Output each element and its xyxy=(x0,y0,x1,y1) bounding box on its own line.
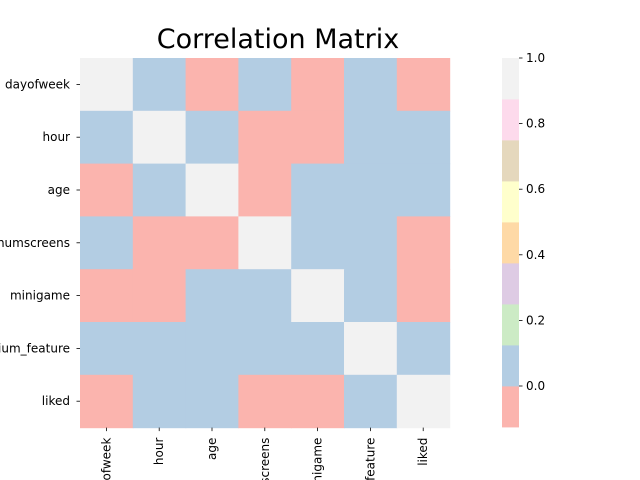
heatmap-cell-5-2 xyxy=(185,322,239,376)
heatmap-cell-1-2 xyxy=(185,110,239,165)
colorbar-segment xyxy=(502,386,519,428)
heatmap-cell-4-2 xyxy=(185,269,239,323)
heatmap-grid xyxy=(80,58,451,429)
heatmap-cell-2-2 xyxy=(185,163,239,217)
heatmap-cell-4-4 xyxy=(291,269,345,323)
heatmap-cell-1-0 xyxy=(80,110,134,165)
heatmap-cell-2-1 xyxy=(132,163,187,217)
colorbar-segment xyxy=(502,222,519,264)
x-axis: dayofweek hour age numscreens minigame used_p… xyxy=(99,427,430,480)
y-tick-label: used_premium_feature xyxy=(0,341,70,355)
heatmap-cell-3-4 xyxy=(291,216,345,270)
y-tick-label: age xyxy=(48,183,70,197)
heatmap-cell-0-0 xyxy=(80,58,134,112)
colorbar-segment xyxy=(502,99,519,141)
heatmap-cell-6-5 xyxy=(344,374,398,429)
y-tick-label: hour xyxy=(43,130,71,144)
heatmap-cell-3-2 xyxy=(185,216,239,270)
colorbar-tick-label: 0.6 xyxy=(526,182,545,196)
heatmap-cell-0-2 xyxy=(185,58,239,112)
x-tick-label: numscreens xyxy=(258,438,272,480)
y-tick-label: numscreens xyxy=(0,236,70,250)
y-tick-label: dayofweek xyxy=(5,77,70,91)
heatmap-cell-0-6 xyxy=(396,58,451,112)
heatmap-cell-5-4 xyxy=(291,322,345,376)
heatmap-cell-5-1 xyxy=(132,322,187,376)
heatmap-cell-6-6 xyxy=(396,374,451,429)
x-tick-label: hour xyxy=(152,438,166,466)
heatmap-cell-6-0 xyxy=(80,374,134,429)
heatmap-cell-3-5 xyxy=(344,216,398,270)
heatmap-cell-1-1 xyxy=(132,110,187,165)
heatmap-cell-6-1 xyxy=(132,374,187,429)
heatmap-cell-1-3 xyxy=(238,110,292,165)
heatmap-cell-0-1 xyxy=(132,58,187,112)
colorbar-tick-label: 0.2 xyxy=(526,313,545,327)
heatmap-cell-1-6 xyxy=(396,110,451,165)
heatmap-cell-2-0 xyxy=(80,163,134,217)
colorbar-segment xyxy=(502,345,519,387)
heatmap-cell-2-3 xyxy=(238,163,292,217)
heatmap-cell-2-5 xyxy=(344,163,398,217)
heatmap-cell-0-3 xyxy=(238,58,292,112)
heatmap-cell-4-1 xyxy=(132,269,187,323)
heatmap-cell-2-4 xyxy=(291,163,345,217)
chart-title: Correlation Matrix xyxy=(157,24,399,55)
heatmap-cell-2-6 xyxy=(396,163,451,217)
heatmap-cell-0-4 xyxy=(291,58,345,112)
heatmap-cell-3-0 xyxy=(80,216,134,270)
y-axis: dayofweek hour age numscreens minigame used_p… xyxy=(0,77,80,408)
heatmap-cell-6-4 xyxy=(291,374,345,429)
heatmap-cell-3-6 xyxy=(396,216,451,270)
colorbar-segment xyxy=(502,304,519,346)
heatmap-cell-3-3 xyxy=(238,216,292,270)
heatmap-cell-4-0 xyxy=(80,269,134,323)
x-tick-label: minigame xyxy=(311,438,325,480)
heatmap-cell-5-3 xyxy=(238,322,292,376)
heatmap-cell-5-0 xyxy=(80,322,134,376)
colorbar-segment xyxy=(502,181,519,223)
colorbar-segment xyxy=(502,140,519,182)
heatmap-cell-4-5 xyxy=(344,269,398,323)
heatmap-cell-5-5 xyxy=(344,322,398,376)
x-tick-label: used_premium_feature xyxy=(363,438,377,480)
colorbar-segment xyxy=(502,263,519,305)
colorbar-tick-label: 1.0 xyxy=(526,51,545,65)
heatmap-cell-4-6 xyxy=(396,269,451,323)
heatmap-cell-1-4 xyxy=(291,110,345,165)
heatmap-cell-1-5 xyxy=(344,110,398,165)
heatmap-cell-6-2 xyxy=(185,374,239,429)
colorbar-tick-label: 0.4 xyxy=(526,248,545,262)
colorbar-tick-label: 0.0 xyxy=(526,379,545,393)
heatmap-cell-0-5 xyxy=(344,58,398,112)
heatmap-cell-5-6 xyxy=(396,322,451,376)
x-tick-label: age xyxy=(205,438,219,460)
heatmap-cell-6-3 xyxy=(238,374,292,429)
colorbar-tick-label: 0.8 xyxy=(526,117,545,131)
x-tick-label: liked xyxy=(416,438,430,466)
y-tick-label: liked xyxy=(42,394,70,408)
heatmap-cell-4-3 xyxy=(238,269,292,323)
x-tick-label: dayofweek xyxy=(99,438,113,480)
heatmap-cell-3-1 xyxy=(132,216,187,270)
y-tick-label: minigame xyxy=(10,289,70,303)
colorbar-segment xyxy=(502,58,519,100)
colorbar: 0.0 0.2 0.4 0.6 0.8 1.0 xyxy=(502,51,545,428)
